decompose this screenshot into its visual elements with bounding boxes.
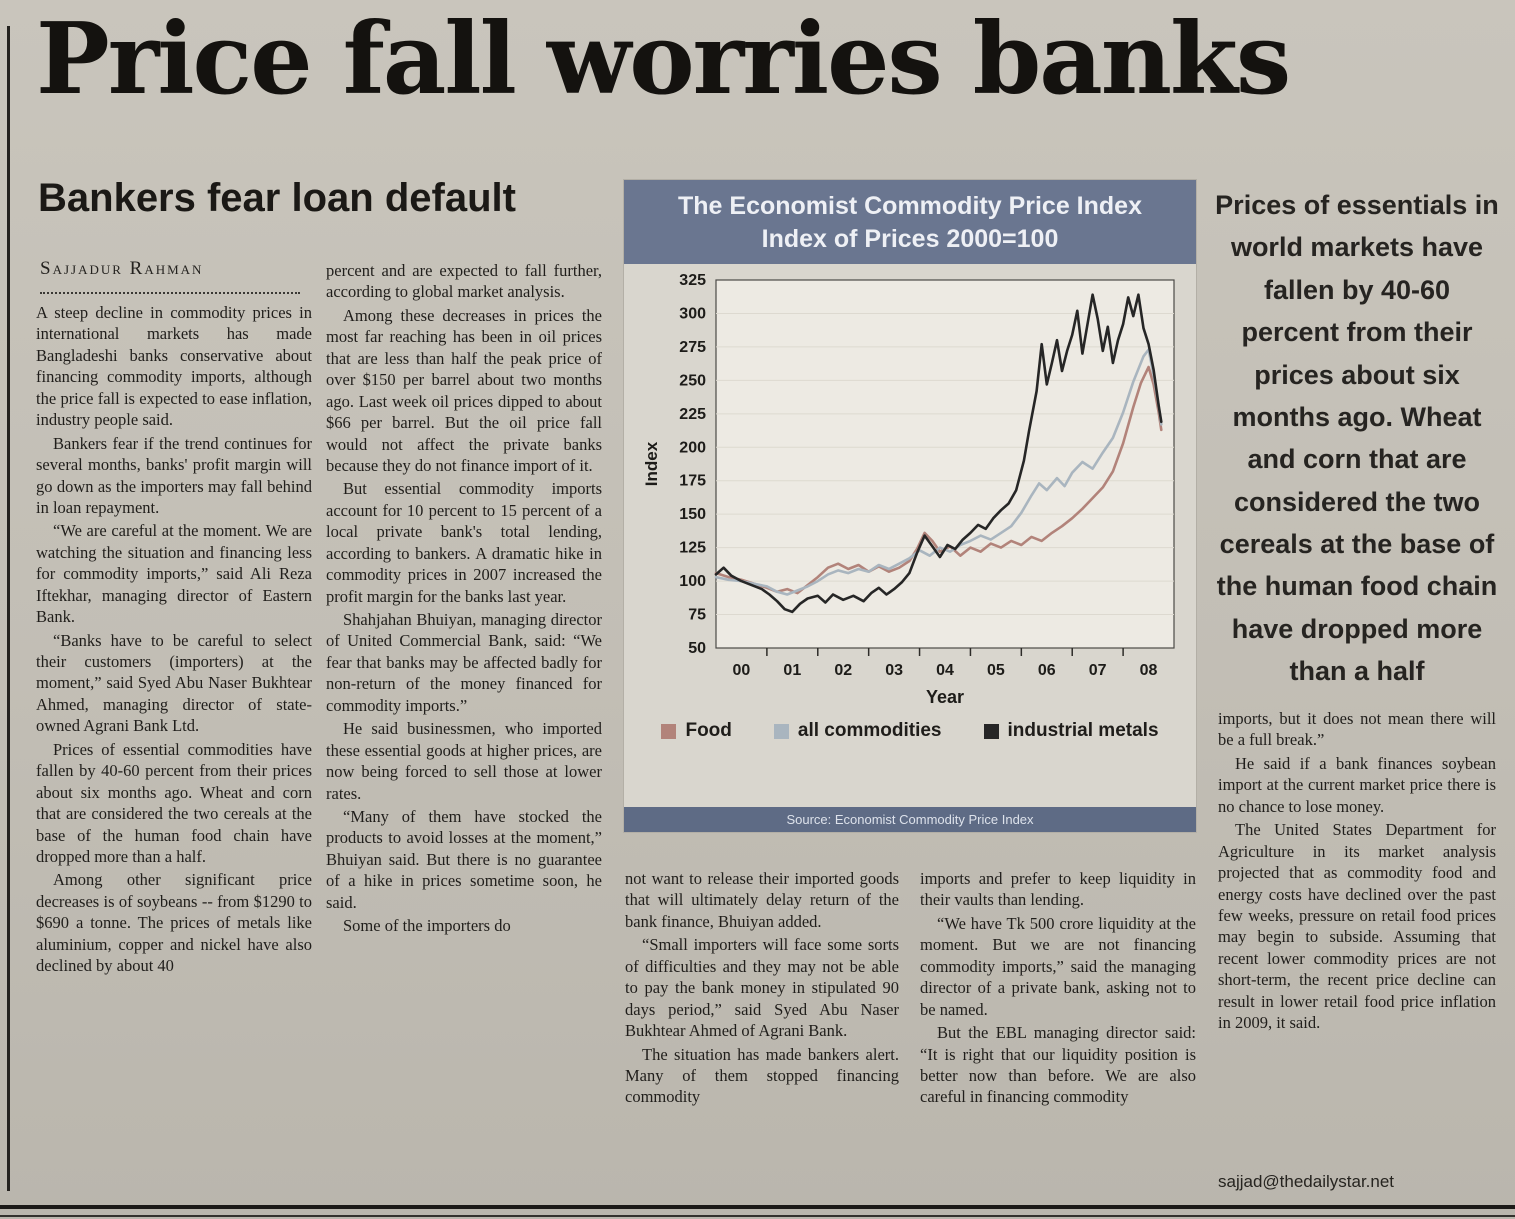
- bottom-rule: [0, 1205, 1515, 1209]
- byline-rule: [40, 292, 300, 294]
- paragraph: A steep decline in commodity prices in i…: [36, 303, 312, 430]
- paragraph: “Small importers will face some sorts of…: [625, 935, 899, 1041]
- paragraph: Among these decreases in prices the most…: [326, 305, 602, 475]
- x-tick-label: 01: [783, 662, 801, 679]
- y-tick-label: 75: [688, 607, 706, 624]
- series-line-all-commodities: [714, 348, 1163, 596]
- paragraph: percent and are expected to fall further…: [326, 261, 602, 302]
- chart-header: The Economist Commodity Price Index Inde…: [624, 180, 1196, 264]
- left-column-rule: [7, 26, 10, 1191]
- chart-figure: The Economist Commodity Price Index Inde…: [624, 180, 1196, 832]
- y-tick-label: 125: [679, 540, 706, 557]
- x-tick-label: 08: [1140, 662, 1158, 679]
- y-tick-label: 300: [679, 305, 706, 322]
- y-tick-label: 275: [679, 339, 706, 356]
- y-tick-label: 100: [679, 573, 706, 590]
- paragraph: The United States Department for Agricul…: [1218, 820, 1496, 1033]
- legend-label-industrial-metals: industrial metals: [1007, 720, 1159, 741]
- paragraph: Some of the importers do: [343, 916, 511, 936]
- x-tick-label: 04: [936, 662, 954, 679]
- plot-area: [715, 279, 1175, 649]
- paragraph: imports, but it does not mean there will…: [1218, 709, 1496, 750]
- byline: Sajjadur Rahman: [40, 258, 204, 279]
- legend-label-all-commodities: all commodities: [797, 720, 942, 741]
- pull-quote: Prices of essentials in world markets ha…: [1215, 190, 1499, 687]
- x-tick-label: 03: [885, 662, 903, 679]
- x-tick-label: 06: [1038, 662, 1056, 679]
- article-column-2: percent and are expected to fall further…: [326, 260, 602, 1198]
- article-column-3: not want to release their imported goods…: [625, 868, 899, 1200]
- x-tick-label: 07: [1089, 662, 1107, 679]
- paragraph: Among other significant price decreases …: [36, 870, 312, 976]
- paragraph: “We are careful at the moment. We are wa…: [36, 521, 312, 627]
- paragraph: But essential commodity imports account …: [326, 479, 602, 606]
- y-tick-label: 50: [688, 640, 706, 657]
- chart-source: Source: Economist Commodity Price Index: [624, 807, 1196, 832]
- paragraph: not want to release their imported goods…: [625, 869, 899, 931]
- paragraph: Prices of essential commodities have fal…: [36, 739, 312, 866]
- paragraph: “Banks have to be careful to select thei…: [36, 630, 312, 736]
- paragraph: Bankers fear if the trend continues for …: [36, 433, 312, 517]
- paragraph: “We have Tk 500 crore liquidity at the m…: [920, 913, 1196, 1019]
- chart-subtitle: Index of Prices 2000=100: [761, 225, 1059, 253]
- article-column-5: imports, but it does not mean there will…: [1218, 708, 1496, 1160]
- headline: Price fall worries banks: [36, 2, 1291, 117]
- paragraph: He said businessmen, who imported these …: [326, 719, 602, 803]
- article-column-1: A steep decline in commodity prices in i…: [36, 302, 312, 1197]
- y-tick-label: 175: [679, 473, 706, 490]
- legend-swatch-all-commodities: [773, 723, 789, 739]
- y-tick-label: 200: [679, 439, 706, 456]
- paragraph: imports and prefer to keep liquidity in …: [920, 869, 1196, 910]
- article-column-4: imports and prefer to keep liquidity in …: [920, 868, 1196, 1200]
- chart-title: The Economist Commodity Price Index: [678, 192, 1142, 220]
- paragraph: “Many of them have stocked the products …: [326, 806, 602, 912]
- x-tick-label: 02: [834, 662, 852, 679]
- commodity-price-line-chart: 50 75 100 125 150 175 200 225 250 275 300 325 00 01 02…: [642, 272, 1175, 707]
- legend-item-all-commodities: all commodities: [773, 720, 942, 742]
- subheadline: Bankers fear loan default: [38, 176, 516, 220]
- paragraph: He said if a bank finances soybean impor…: [1218, 753, 1496, 816]
- y-tick-label: 325: [679, 272, 706, 289]
- paragraph: But the EBL managing director said: “It …: [920, 1023, 1196, 1107]
- y-tick-label: 250: [679, 372, 706, 389]
- x-tick-label: 05: [987, 662, 1005, 679]
- paragraph: Shahjahan Bhuiyan, managing director of …: [326, 610, 602, 715]
- bottom-rule-thin: [0, 1215, 1515, 1217]
- legend-swatch-industrial-metals: [983, 723, 999, 739]
- legend-item-food: Food: [661, 720, 732, 742]
- legend-swatch-food: [661, 723, 677, 739]
- series-line-industrial-metals: [714, 293, 1163, 614]
- x-tick-label: 00: [733, 662, 751, 679]
- x-axis-label: Year: [926, 687, 964, 707]
- legend-item-industrial-metals: industrial metals: [983, 720, 1159, 742]
- y-axis-label: Index: [642, 441, 661, 486]
- y-tick-label: 150: [679, 506, 706, 523]
- legend-label-food: Food: [685, 720, 732, 741]
- paragraph: The situation has made bankers alert. Ma…: [625, 1044, 899, 1107]
- y-tick-label: 225: [679, 406, 706, 423]
- author-email: sajjad@thedailystar.net: [1218, 1172, 1395, 1191]
- chart-legend: Food all commodities industrial metals: [624, 716, 1196, 752]
